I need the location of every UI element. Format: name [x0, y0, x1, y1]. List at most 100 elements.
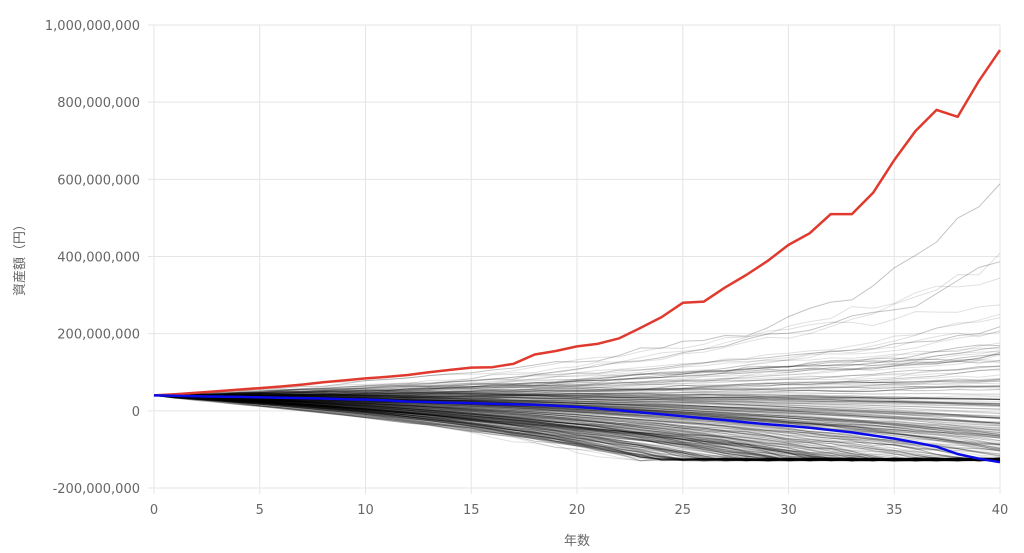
simulation-line [153, 394, 1001, 462]
simulation-line [153, 394, 1001, 462]
y-tick-label: 400,000,000 [57, 251, 140, 266]
simulation-line [153, 394, 1001, 462]
simulation-line [153, 394, 1001, 462]
simulation-line [153, 394, 1001, 462]
simulation-line [153, 394, 1001, 462]
simulation-line [153, 394, 1001, 462]
simulation-line [153, 261, 1001, 396]
simulation-line [153, 394, 1001, 461]
simulation-line [153, 394, 1001, 462]
simulation-line [153, 394, 1001, 462]
tick-labels: 0 5 10 15 20 25 30 35 40 -200,000,000 0 200,000,000… [45, 19, 1008, 518]
x-tick-label: 0 [150, 503, 158, 518]
simulation-line [153, 394, 1001, 462]
simulation-line [153, 394, 1001, 462]
simulation-line [153, 394, 1001, 462]
simulation-line [153, 394, 1001, 462]
simulation-line [153, 394, 1001, 462]
simulation-line [153, 394, 1001, 461]
simulation-line [153, 383, 1001, 396]
simulation-line [153, 394, 1001, 446]
simulation-line [153, 394, 1001, 462]
simulation-line [153, 394, 1001, 462]
simulation-line [153, 394, 1001, 461]
simulation-line [153, 394, 1001, 461]
simulation-line [153, 394, 1001, 462]
simulation-line [153, 394, 1001, 420]
simulation-line [153, 394, 1001, 462]
simulation-line [153, 394, 1001, 462]
simulation-line [153, 394, 1001, 462]
y-tick-label: 1,000,000,000 [45, 19, 140, 34]
simulation-line [153, 394, 1001, 462]
simulation-line [153, 394, 1001, 462]
simulation-line [154, 353, 1001, 396]
simulation-line [153, 394, 1001, 424]
simulation-line [153, 394, 1001, 462]
simulation-line [153, 394, 1001, 457]
simulation-line [153, 368, 1001, 396]
x-tick-label: 40 [992, 503, 1009, 518]
simulation-line [153, 394, 1001, 401]
simulation-line [153, 374, 1001, 396]
simulation-line [153, 394, 1001, 462]
simulation-line [153, 394, 1000, 462]
simulation-line [153, 394, 1001, 462]
simulation-line [153, 354, 1001, 397]
y-tick-label: 0 [132, 405, 140, 420]
simulation-line [153, 394, 1000, 461]
simulation-line [153, 394, 1001, 461]
simulation-line [153, 394, 1001, 462]
simulation-line [153, 394, 1001, 462]
simulation-line [153, 346, 1001, 396]
simulation-line [153, 394, 1001, 462]
simulation-line [153, 313, 1001, 396]
simulation-line [153, 394, 1001, 462]
simulation-line [153, 394, 1001, 462]
simulation-line [153, 394, 1001, 462]
simulation-line [153, 382, 1001, 397]
simulation-line [153, 394, 1001, 462]
simulation-line [153, 394, 1001, 462]
y-tick-label: 200,000,000 [57, 328, 140, 343]
simulation-line [153, 394, 1001, 462]
simulation-line [153, 394, 1001, 462]
simulation-line [153, 394, 1001, 462]
simulation-line [153, 394, 1001, 461]
simulation-line [153, 349, 1001, 396]
simulation-line [153, 394, 1001, 462]
simulation-line [153, 394, 1001, 462]
simulation-line [153, 393, 1001, 419]
simulation-line [153, 394, 1001, 462]
simulation-line [153, 384, 1001, 396]
simulation-line [153, 394, 1001, 462]
simulation-line [153, 394, 1001, 461]
simulation-line [153, 183, 1001, 396]
simulation-line [153, 394, 1000, 462]
simulation-line [153, 394, 1001, 462]
simulation-line [153, 394, 1001, 461]
simulation-line [153, 394, 1001, 423]
simulation-line [153, 360, 1001, 397]
x-tick-label: 15 [463, 503, 480, 518]
simulation-line [153, 326, 1001, 396]
simulation-line [153, 394, 1001, 462]
simulation-line [153, 394, 1001, 424]
x-tick-label: 20 [569, 503, 586, 518]
simulation-line [153, 394, 1001, 408]
simulation-line [153, 394, 1001, 462]
simulation-line [153, 394, 1001, 462]
simulation-line [153, 394, 1000, 462]
simulation-line [153, 365, 1001, 397]
simulation-line [153, 394, 1001, 439]
simulation-line [153, 394, 1001, 418]
simulation-line [153, 392, 1001, 406]
simulation-line [153, 393, 1001, 400]
simulation-line [153, 394, 1001, 462]
simulation-line [153, 394, 1001, 462]
simulation-line [153, 394, 1001, 462]
simulation-line [153, 394, 1001, 462]
simulation-line [153, 394, 1001, 405]
simulation-line [154, 394, 1001, 433]
simulation-line [153, 394, 1001, 461]
